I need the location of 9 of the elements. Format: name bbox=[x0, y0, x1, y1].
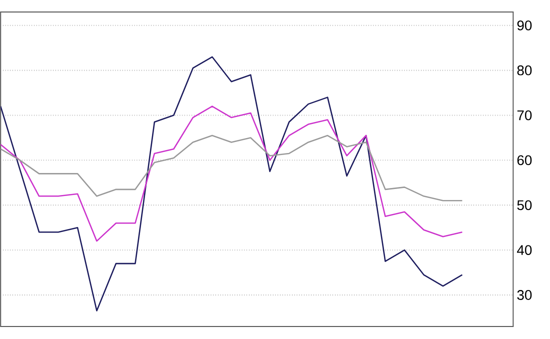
y-tick-label: 80 bbox=[517, 65, 532, 76]
y-tick-label: 40 bbox=[517, 244, 532, 255]
line-series bbox=[0, 56, 463, 312]
y-tick-label: 60 bbox=[517, 155, 532, 165]
y-tick-label: 90 bbox=[517, 20, 532, 30]
y-tick-label: 70 bbox=[517, 110, 532, 120]
y-tick-label: 50 bbox=[517, 200, 532, 210]
y-tick-label: 30 bbox=[517, 290, 532, 300]
line-series bbox=[0, 105, 463, 242]
